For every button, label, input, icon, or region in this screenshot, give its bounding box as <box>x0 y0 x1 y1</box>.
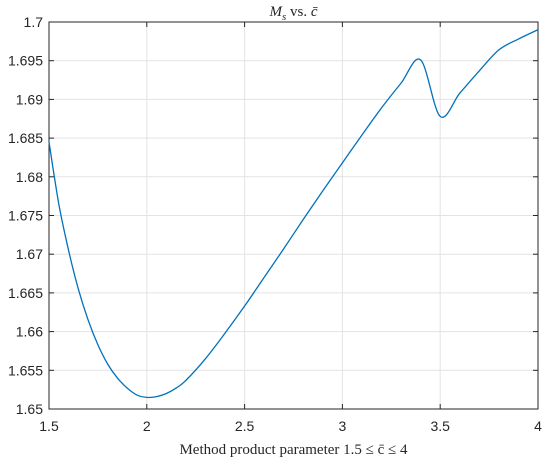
y-tick-label: 1.685 <box>8 130 43 146</box>
y-tick-label: 1.65 <box>16 401 43 417</box>
tick-marks <box>48 21 539 410</box>
x-tick-label: 2 <box>143 418 151 434</box>
y-tick-label: 1.7 <box>24 14 44 30</box>
x-axis-label: Method product parameter 1.5 ≤ c̄ ≤ 4 <box>179 442 408 458</box>
x-axis-tick-labels: 1.5 2 2.5 3 3.5 4 <box>39 418 542 434</box>
series-line <box>48 29 539 399</box>
grid <box>48 21 539 410</box>
y-tick-label: 1.69 <box>16 91 43 107</box>
x-tick-label: 3 <box>339 418 347 434</box>
x-tick-label: 3.5 <box>430 418 450 434</box>
y-axis-tick-labels: 1.65 1.655 1.66 1.665 1.67 1.675 1.68 1.685 1.69… <box>8 14 43 417</box>
y-tick-label: 1.67 <box>16 246 43 262</box>
y-tick-label: 1.665 <box>8 285 43 301</box>
chart-title: Ms vs. c̄ <box>268 4 318 23</box>
x-tick-label: 4 <box>534 418 542 434</box>
y-tick-label: 1.68 <box>16 169 43 185</box>
y-tick-label: 1.695 <box>8 53 43 69</box>
x-tick-label: 1.5 <box>39 418 59 434</box>
y-tick-label: 1.675 <box>8 208 43 224</box>
y-tick-label: 1.66 <box>16 324 43 340</box>
y-tick-label: 1.655 <box>8 362 43 378</box>
x-tick-label: 2.5 <box>235 418 255 434</box>
